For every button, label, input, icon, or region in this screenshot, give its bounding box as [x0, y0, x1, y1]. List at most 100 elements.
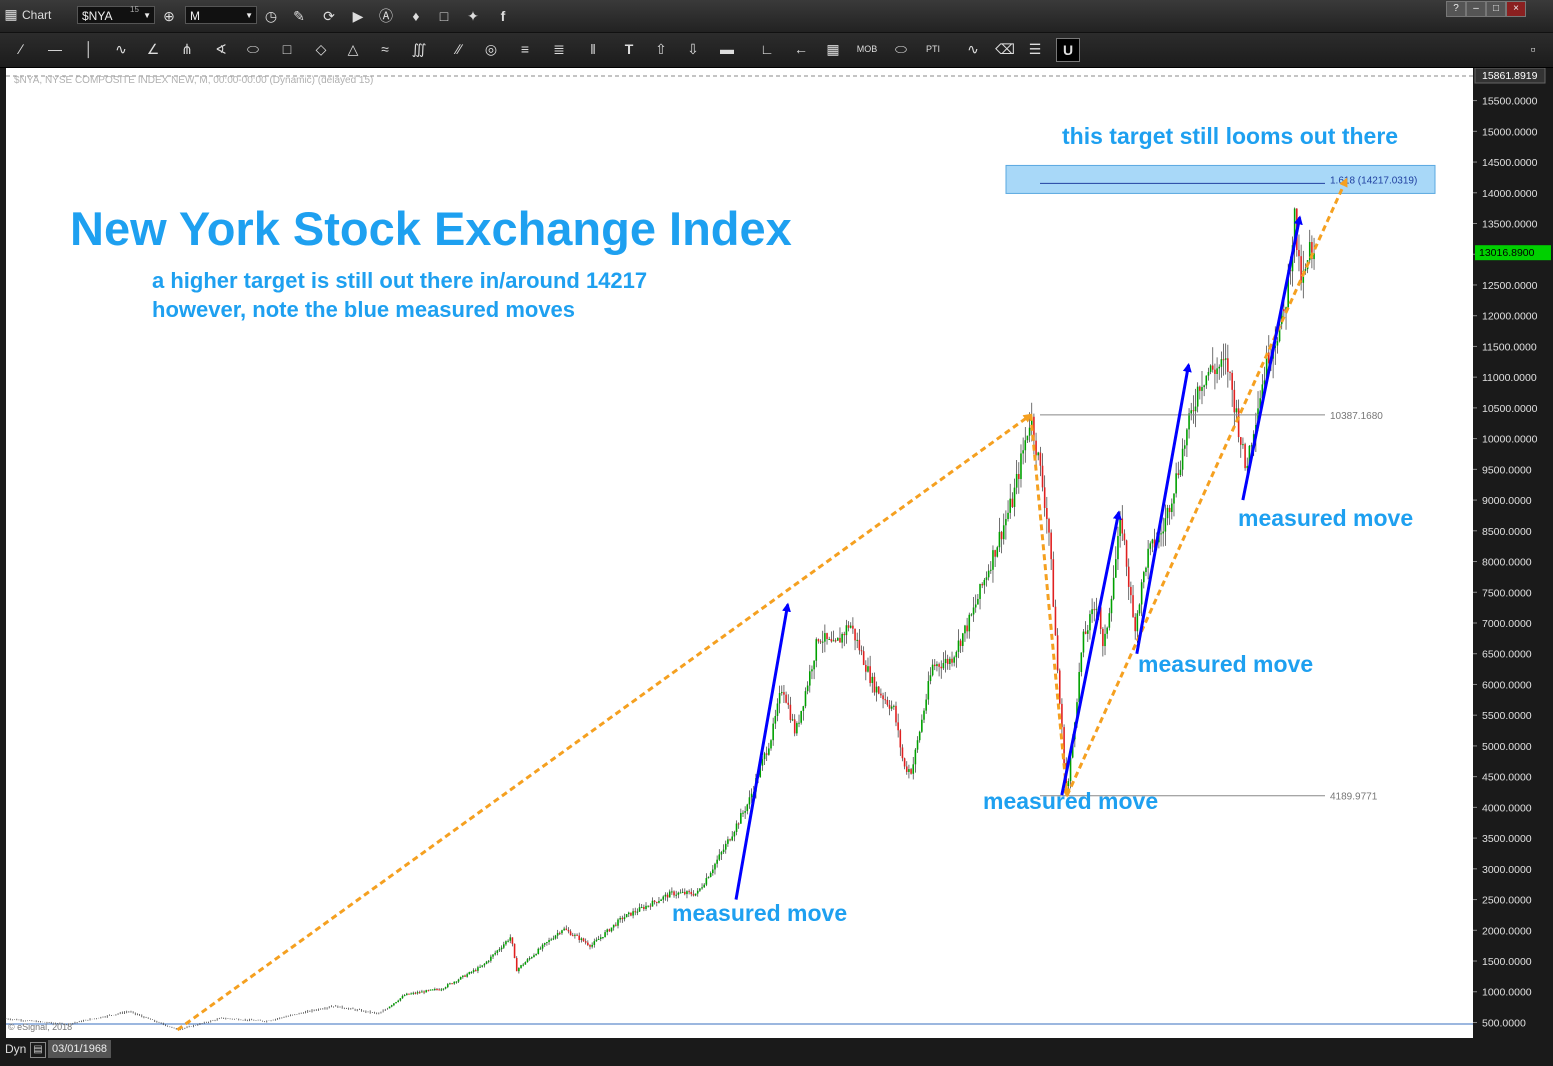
fork-tool-icon[interactable]: ⋔	[181, 41, 193, 57]
back-arrow-icon[interactable]: ←	[794, 41, 808, 57]
maximize-button[interactable]: □	[1486, 1, 1506, 17]
chart-header: $NYA, NYSE COMPOSITE INDEX NEW, M, 00:00…	[14, 75, 374, 86]
window-label: Chart	[22, 8, 52, 22]
interval-text: M	[190, 9, 200, 23]
candle-body	[1186, 429, 1188, 446]
candle-body	[1175, 473, 1177, 494]
symbol-input[interactable]: $NYA 15 ▼	[77, 5, 155, 24]
line-tool-icon[interactable]: ∕	[19, 41, 23, 57]
cycle-tool-icon[interactable]: ∭	[411, 41, 427, 57]
arrow-up-tool-icon[interactable]: ⇧	[655, 41, 667, 57]
minimize-button[interactable]: –	[1466, 1, 1486, 17]
candle-body	[873, 676, 876, 693]
angle-tool-icon[interactable]: ∟	[760, 41, 774, 57]
triangle-tool-icon[interactable]: △	[347, 41, 359, 57]
rectangle-tool-icon[interactable]: □	[282, 41, 292, 57]
candle-body	[666, 894, 669, 898]
candle-body	[765, 753, 768, 755]
candle-body	[1235, 408, 1238, 413]
orange-dashed-arrow	[1065, 177, 1348, 797]
pti-tool-icon[interactable]: PTI	[925, 44, 940, 54]
mode-label[interactable]: Dyn	[5, 1042, 27, 1056]
candle-body	[869, 666, 871, 684]
candle-body	[1304, 269, 1307, 271]
channel-tool-icon[interactable]: ≈	[381, 41, 389, 57]
comment-icon[interactable]: □	[439, 8, 449, 24]
mob-tool-icon[interactable]: MOB	[856, 44, 878, 54]
help-button[interactable]: ?	[1446, 1, 1466, 17]
parallel-tool-icon[interactable]: ∕∕	[456, 41, 462, 57]
candle-body	[703, 884, 706, 888]
candle-body	[554, 935, 557, 939]
candle-body	[1084, 631, 1087, 634]
ellipse-tool-icon[interactable]: ⬭	[247, 41, 259, 57]
candle-body	[535, 954, 537, 956]
text-tool-icon[interactable]: T	[624, 41, 634, 57]
panel-toggle-icon[interactable]: ▫	[1530, 41, 1536, 57]
candle-body	[477, 967, 479, 971]
candle-body	[959, 640, 962, 646]
pencil-icon[interactable]: ✎	[293, 8, 305, 24]
diamond-tool-icon[interactable]: ◇	[315, 41, 327, 57]
candle-body	[946, 658, 949, 664]
candle-body	[474, 970, 477, 972]
candle-body	[481, 965, 484, 967]
tag-icon[interactable]: ♦	[412, 8, 420, 24]
chevron-down-icon[interactable]: ▼	[143, 11, 151, 20]
candle-body	[916, 740, 919, 750]
chart-area[interactable]: 500.0000 1000.0000 1500.0000 2000.0000 2500.…	[0, 67, 1553, 1061]
interval-select[interactable]: M ▼	[185, 6, 257, 24]
vertical-line-tool-icon[interactable]: │	[84, 41, 94, 57]
zigzag-tool-icon[interactable]: ∿	[115, 41, 127, 57]
highlight-tool-icon[interactable]: ▬	[720, 41, 734, 57]
arrow-down-tool-icon[interactable]: ⇩	[687, 41, 699, 57]
eraser-icon[interactable]: ⌫	[995, 41, 1015, 57]
candle-body	[438, 989, 440, 991]
candle-body	[953, 657, 955, 663]
candle-body	[966, 625, 968, 632]
magnet-icon[interactable]: U	[1056, 38, 1080, 62]
candle-body	[623, 917, 626, 920]
sync-icon[interactable]: ▤	[30, 1042, 46, 1058]
candle-body	[459, 976, 462, 980]
candle-body	[877, 686, 880, 694]
facebook-icon[interactable]: f	[500, 8, 506, 24]
candle-body	[1160, 533, 1162, 535]
candle-body	[1054, 606, 1057, 636]
candle-body	[455, 981, 458, 983]
chart-svg[interactable]: 500.0000 1000.0000 1500.0000 2000.0000 2500.…	[0, 67, 1553, 1061]
y-tick-label: 12500.0000	[1482, 280, 1538, 292]
candle-body	[567, 929, 570, 932]
fib-retracement-icon[interactable]: ≡	[520, 41, 530, 57]
fib-extension-icon[interactable]: ≣	[553, 41, 565, 57]
candle-body	[677, 892, 680, 895]
twitter-icon[interactable]: ✦	[467, 8, 479, 24]
close-button[interactable]: ×	[1506, 1, 1526, 17]
candle-body	[804, 691, 807, 707]
candle-body	[974, 604, 977, 608]
candle-body	[518, 967, 520, 972]
oval-label-tool-icon[interactable]: ⬭	[895, 41, 907, 57]
layers-icon[interactable]: ☰	[1028, 41, 1042, 57]
grid-tool-icon[interactable]: ▦	[826, 41, 840, 57]
target-tool-icon[interactable]: ◎	[484, 41, 498, 57]
candle-body	[834, 640, 837, 642]
horizontal-line-tool-icon[interactable]: —	[48, 41, 62, 57]
candle-body	[860, 650, 863, 652]
chevron-down-icon[interactable]: ▼	[245, 11, 253, 20]
alert-icon[interactable]: Ⓐ	[379, 8, 393, 24]
candle-body	[701, 887, 703, 889]
candle-body	[1168, 507, 1171, 513]
play-icon[interactable]: ▶	[352, 8, 364, 24]
gann-tool-icon[interactable]: ∢	[215, 41, 227, 57]
candle-body	[1114, 559, 1117, 578]
wave-tool-icon[interactable]: ∿	[967, 41, 979, 57]
candle-body	[961, 633, 964, 646]
crosshair-icon[interactable]: ⊕	[163, 8, 175, 24]
candle-body	[563, 928, 565, 931]
clock-icon[interactable]: ◷	[264, 8, 278, 24]
candle-body	[1239, 437, 1242, 445]
fan-tool-icon[interactable]: ∠	[146, 41, 160, 57]
fib-time-icon[interactable]: ‖	[590, 41, 596, 57]
refresh-icon[interactable]: ⟳	[323, 8, 335, 24]
